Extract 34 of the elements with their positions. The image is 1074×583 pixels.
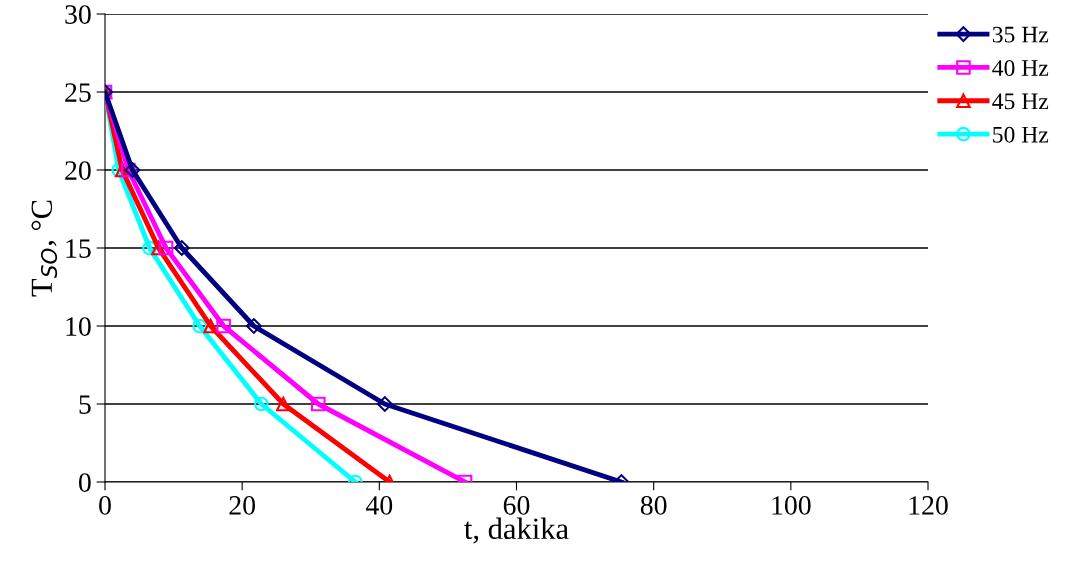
point	[311, 396, 326, 412]
point	[151, 240, 166, 256]
x-tick-label: 20	[229, 496, 255, 515]
legend-label: 45 Hz	[992, 93, 1049, 110]
y-tick-label: 0	[78, 473, 91, 492]
y-tick-label: 10	[66, 317, 91, 336]
x-tick-label: 100	[772, 496, 811, 515]
y-tick-label: 5	[79, 395, 91, 414]
x-tick-label: 120	[909, 496, 948, 515]
point	[121, 162, 136, 178]
legend-label: 50 Hz	[993, 126, 1049, 143]
y-tick-label: 15	[66, 239, 91, 258]
point	[142, 240, 157, 256]
legend-label: 35 Hz	[992, 26, 1049, 43]
point	[216, 318, 231, 334]
y-tick-label: 25	[65, 83, 91, 102]
y-axis-title: T$_{SO}$, °C	[31, 200, 58, 297]
point	[158, 240, 174, 256]
point	[245, 318, 262, 334]
legend-label: 40 Hz	[992, 59, 1049, 76]
point	[124, 162, 141, 178]
point	[173, 240, 190, 256]
point	[203, 318, 218, 334]
point	[376, 396, 393, 412]
point	[192, 318, 207, 334]
point	[276, 396, 291, 412]
x-axis-title: t, dakika	[464, 517, 569, 544]
x-tick-label: 80	[640, 496, 667, 515]
y-tick-label: 30	[65, 5, 91, 24]
point	[254, 396, 269, 412]
x-tick-label: 0	[99, 496, 111, 515]
x-tick-label: 40	[365, 496, 393, 515]
y-tick-label: 20	[65, 161, 91, 180]
x-tick-label: 60	[503, 496, 530, 515]
